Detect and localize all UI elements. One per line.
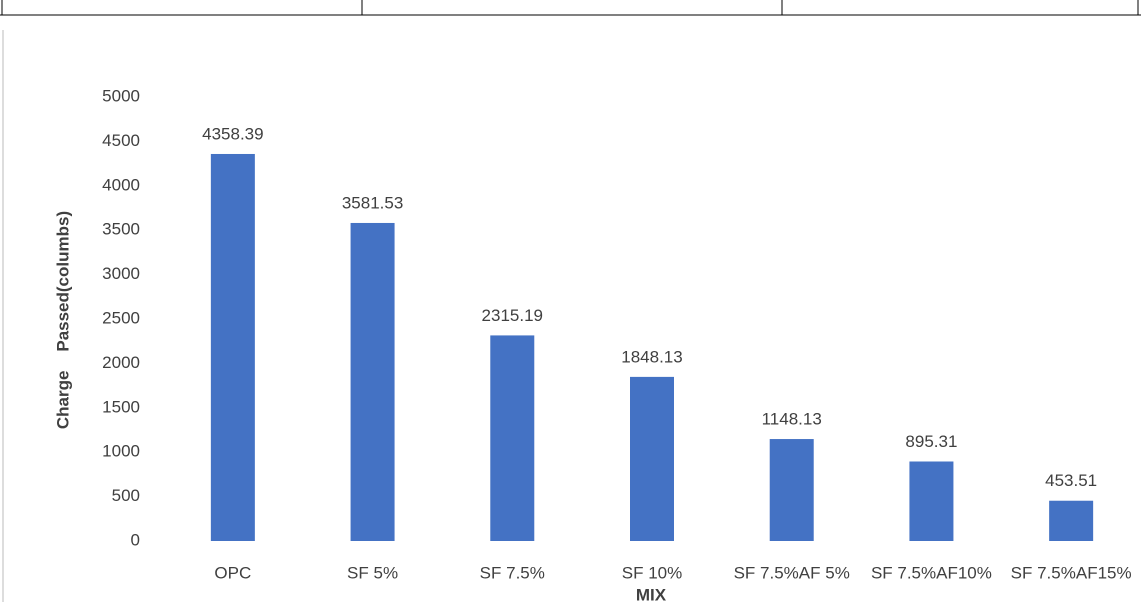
- x-tick-label: SF 7.5%AF10%: [871, 563, 992, 582]
- bar: [630, 377, 674, 541]
- x-tick-label: SF 7.5%AF 5%: [734, 563, 850, 582]
- data-label: 2315.19: [482, 306, 543, 325]
- data-label: 1148.13: [762, 410, 822, 429]
- y-tick-label: 1000: [102, 442, 140, 461]
- x-tick-label: SF 10%: [622, 563, 682, 582]
- data-label: 1848.13: [621, 347, 682, 366]
- y-tick-label: 2500: [102, 308, 140, 327]
- data-label: 453.51: [1045, 471, 1097, 490]
- data-label: 895.31: [905, 432, 957, 451]
- bar: [351, 223, 395, 541]
- bar: [211, 154, 255, 541]
- x-tick-label: SF 7.5%AF15%: [1011, 563, 1132, 582]
- x-tick-label: SF 7.5%: [480, 563, 545, 582]
- y-tick-label: 5000: [102, 86, 140, 105]
- y-tick-label: 3500: [102, 220, 140, 239]
- data-label: 4358.39: [202, 124, 263, 143]
- y-tick-label: 2000: [102, 353, 140, 372]
- data-label: 3581.53: [342, 193, 403, 212]
- y-tick-label: 3000: [102, 264, 140, 283]
- y-tick-label: 4500: [102, 131, 140, 150]
- y-tick-label: 500: [112, 486, 140, 505]
- x-tick-label: OPC: [214, 563, 251, 582]
- bar: [770, 439, 814, 541]
- bar: [490, 335, 534, 541]
- y-axis-title: Charge Passed(columbs): [53, 211, 72, 429]
- bar: [909, 461, 953, 541]
- y-tick-label: 0: [131, 530, 140, 549]
- x-tick-label: SF 5%: [347, 563, 398, 582]
- y-tick-label: 1500: [102, 397, 140, 416]
- x-axis-title: MIX: [636, 585, 667, 602]
- bar: [1049, 501, 1093, 541]
- chart: Charge Passed(columbs) MIX 0 500 1000 1500 2…: [0, 0, 1141, 602]
- y-tick-label: 4000: [102, 175, 140, 194]
